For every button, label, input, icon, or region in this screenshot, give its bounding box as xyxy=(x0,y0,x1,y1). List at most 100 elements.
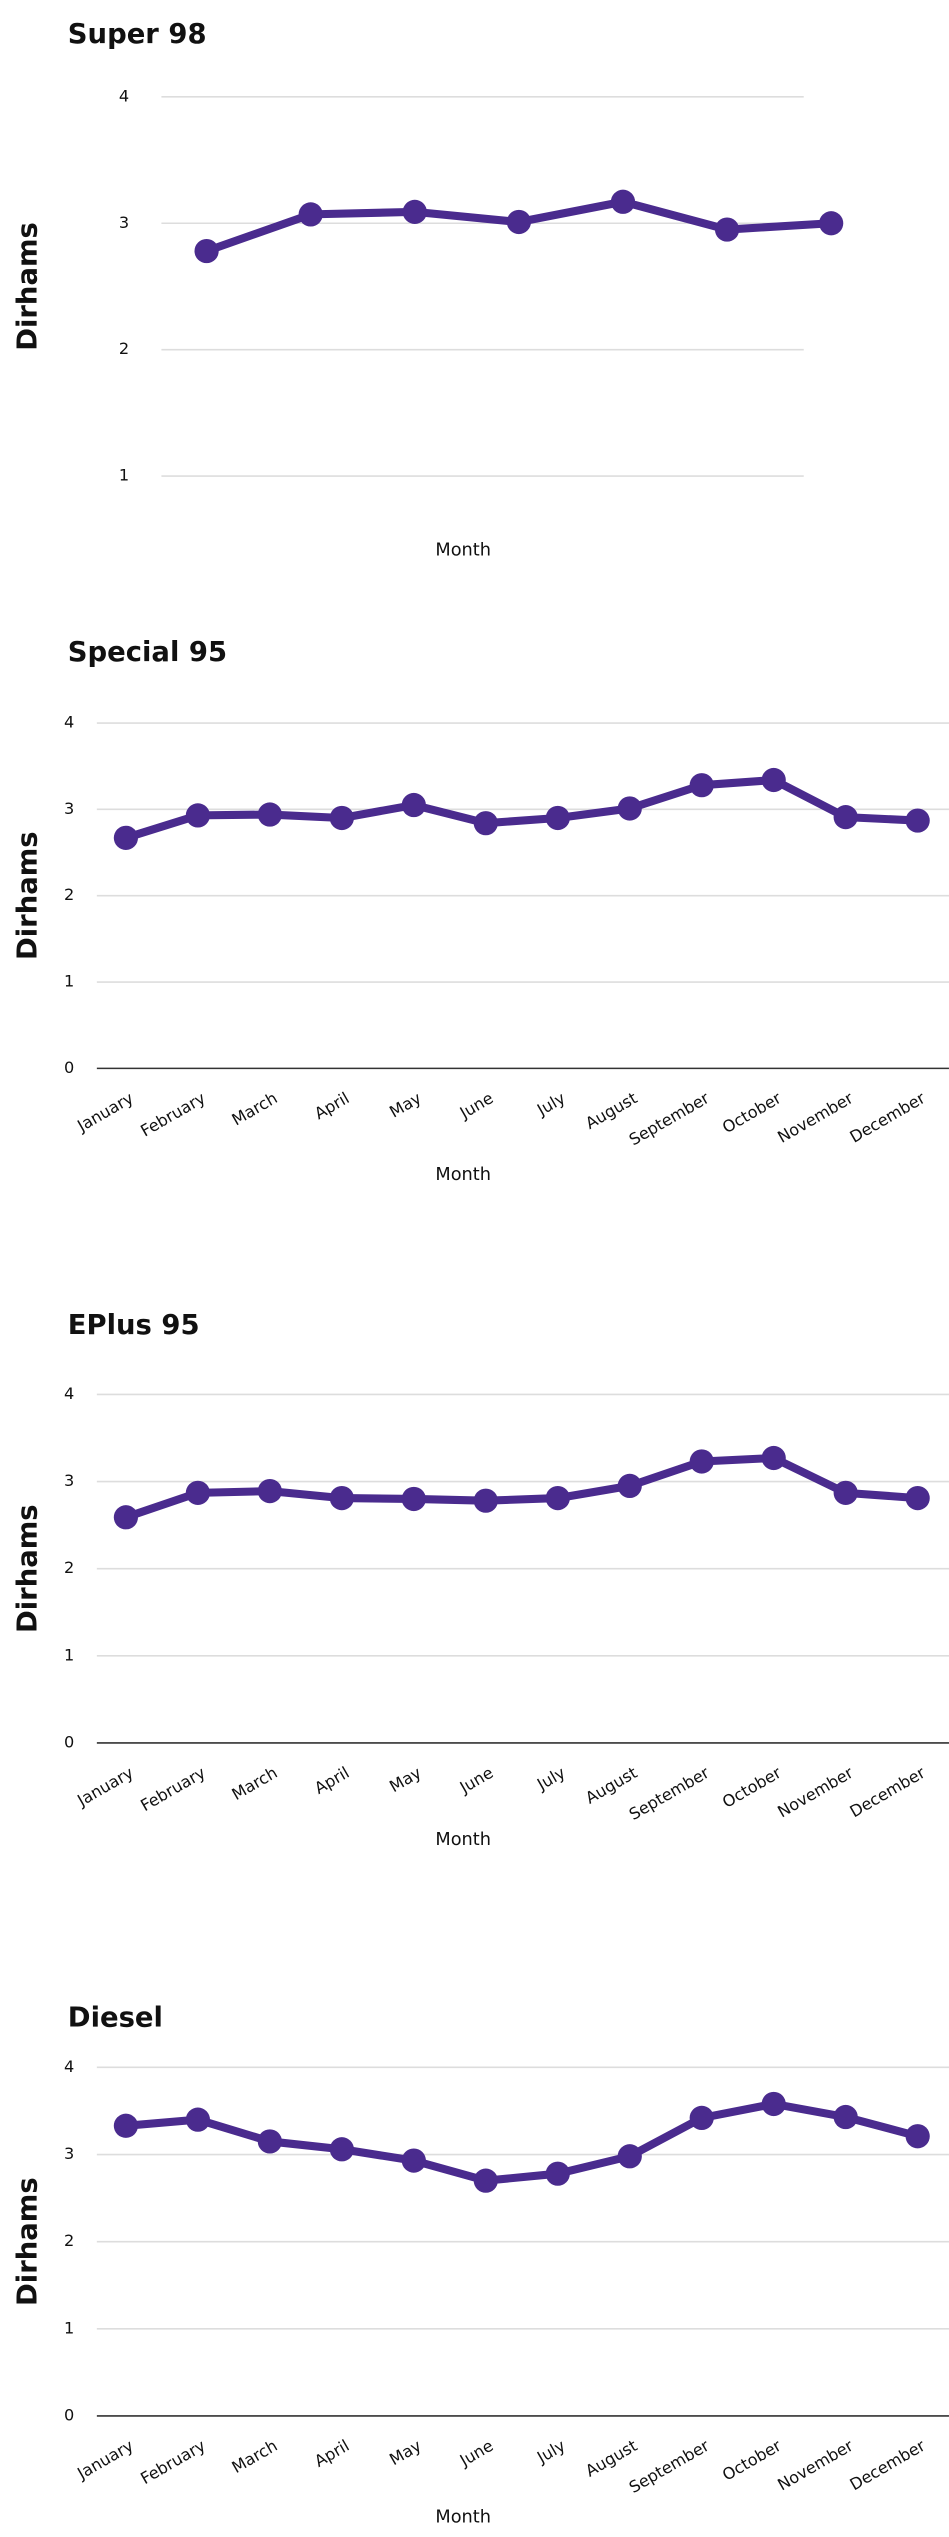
x-tick-label: June xyxy=(456,1088,497,1123)
y-tick-label: 3 xyxy=(64,2144,74,2163)
x-axis-label: Month xyxy=(435,1830,491,1850)
data-point xyxy=(473,1488,498,1513)
data-point xyxy=(617,1473,642,1498)
y-tick-label: 1 xyxy=(64,972,74,991)
x-tick-label: December xyxy=(846,1088,928,1146)
x-tick-label: May xyxy=(386,2436,425,2469)
data-line xyxy=(125,2099,919,2185)
x-tick-label: September xyxy=(626,2436,713,2497)
data-point xyxy=(402,199,427,224)
data-point xyxy=(506,209,531,235)
x-tick-label: July xyxy=(533,1088,569,1120)
data-line xyxy=(124,1453,918,1522)
x-axis-label: Month xyxy=(435,1165,491,1185)
x-tick-label: November xyxy=(774,2436,856,2495)
data-point xyxy=(329,2137,354,2162)
data-point xyxy=(761,1445,786,1471)
x-tick-label: March xyxy=(228,2436,280,2477)
data-point xyxy=(617,796,642,821)
y-tick-label: 4 xyxy=(64,2057,74,2076)
data-point xyxy=(833,2104,858,2130)
data-point xyxy=(257,1479,282,1504)
data-point xyxy=(905,2124,930,2149)
data-point xyxy=(298,202,323,227)
x-tick-label: January xyxy=(73,2436,137,2484)
x-tick-label: September xyxy=(626,1763,713,1824)
data-point xyxy=(689,773,714,798)
chart-title: Diesel xyxy=(68,2002,163,2033)
y-tick-label: 0 xyxy=(64,2405,74,2424)
data-point xyxy=(905,1485,930,1511)
data-point xyxy=(473,2168,498,2193)
data-point xyxy=(714,217,740,242)
data-point xyxy=(329,805,354,831)
data-point xyxy=(185,803,210,828)
data-point xyxy=(113,825,139,850)
x-tick-label: February xyxy=(137,1763,209,1815)
data-point xyxy=(689,1449,714,1474)
x-tick-label: July xyxy=(533,1763,569,1795)
data-point xyxy=(401,1486,426,1512)
data-point xyxy=(545,2161,570,2186)
chart-title: Special 95 xyxy=(68,637,227,668)
x-tick-label: March xyxy=(228,1763,280,1804)
x-tick-label: February xyxy=(137,2436,209,2488)
y-tick-label: 1 xyxy=(64,2318,74,2337)
x-tick-label: August xyxy=(582,1088,640,1133)
x-tick-label: February xyxy=(137,1088,209,1140)
y-tick-label: 1 xyxy=(119,466,129,485)
data-point xyxy=(761,2091,786,2117)
y-tick-label: 0 xyxy=(64,1058,74,1077)
y-tick-label: 0 xyxy=(64,1732,74,1751)
data-point xyxy=(401,792,426,818)
y-axis-label: Dirhams xyxy=(13,1504,44,1633)
x-tick-label: December xyxy=(846,2436,928,2494)
y-axis-label: Dirhams xyxy=(13,831,44,960)
chart: Diesel Dirhams Month 0 1 2 3 4 January February Ma… xyxy=(13,2002,949,2528)
chart-title: EPlus 95 xyxy=(68,1310,200,1341)
data-point xyxy=(257,802,282,827)
data-point xyxy=(257,2129,282,2154)
data-point xyxy=(689,2105,714,2131)
data-point xyxy=(819,211,844,236)
data-point xyxy=(113,1505,139,1530)
y-tick-label: 3 xyxy=(64,799,74,818)
y-tick-label: 4 xyxy=(64,1384,74,1403)
data-point xyxy=(545,1485,570,1511)
y-tick-label: 2 xyxy=(64,885,74,904)
y-tick-label: 4 xyxy=(119,86,129,105)
data-point xyxy=(185,1480,210,1505)
x-tick-label: September xyxy=(626,1088,713,1149)
y-tick-label: 3 xyxy=(119,213,129,232)
x-tick-label: April xyxy=(311,1763,352,1798)
data-point xyxy=(113,2113,139,2138)
x-tick-label: May xyxy=(386,1763,425,1796)
data-point xyxy=(473,811,498,836)
chart: Special 95 Dirhams Month 0 1 2 3 4 January Februa… xyxy=(13,637,949,1185)
y-tick-label: 2 xyxy=(119,339,129,358)
data-point xyxy=(610,189,636,214)
data-point xyxy=(617,2144,642,2169)
x-tick-label: January xyxy=(73,1088,137,1136)
data-point xyxy=(545,805,570,831)
x-tick-label: April xyxy=(311,1088,352,1123)
chart: EPlus 95 Dirhams Month 0 1 2 3 4 January February… xyxy=(13,1310,949,1850)
data-point xyxy=(833,805,858,830)
data-point xyxy=(401,2148,426,2173)
y-tick-label: 2 xyxy=(64,2231,74,2250)
x-tick-label: December xyxy=(846,1763,928,1821)
x-tick-label: April xyxy=(311,2436,352,2471)
data-point xyxy=(194,238,219,264)
x-axis-label: Month xyxy=(435,540,491,560)
y-tick-label: 1 xyxy=(64,1645,74,1664)
y-tick-label: 4 xyxy=(64,713,74,732)
x-tick-label: November xyxy=(774,1763,856,1822)
x-axis-label: Month xyxy=(435,2508,491,2528)
data-point xyxy=(833,1480,858,1505)
y-axis-label: Dirhams xyxy=(13,222,44,351)
chart-title: Super 98 xyxy=(68,19,207,50)
x-tick-label: July xyxy=(533,2436,569,2468)
x-tick-label: May xyxy=(386,1088,425,1121)
x-tick-label: November xyxy=(774,1088,856,1147)
